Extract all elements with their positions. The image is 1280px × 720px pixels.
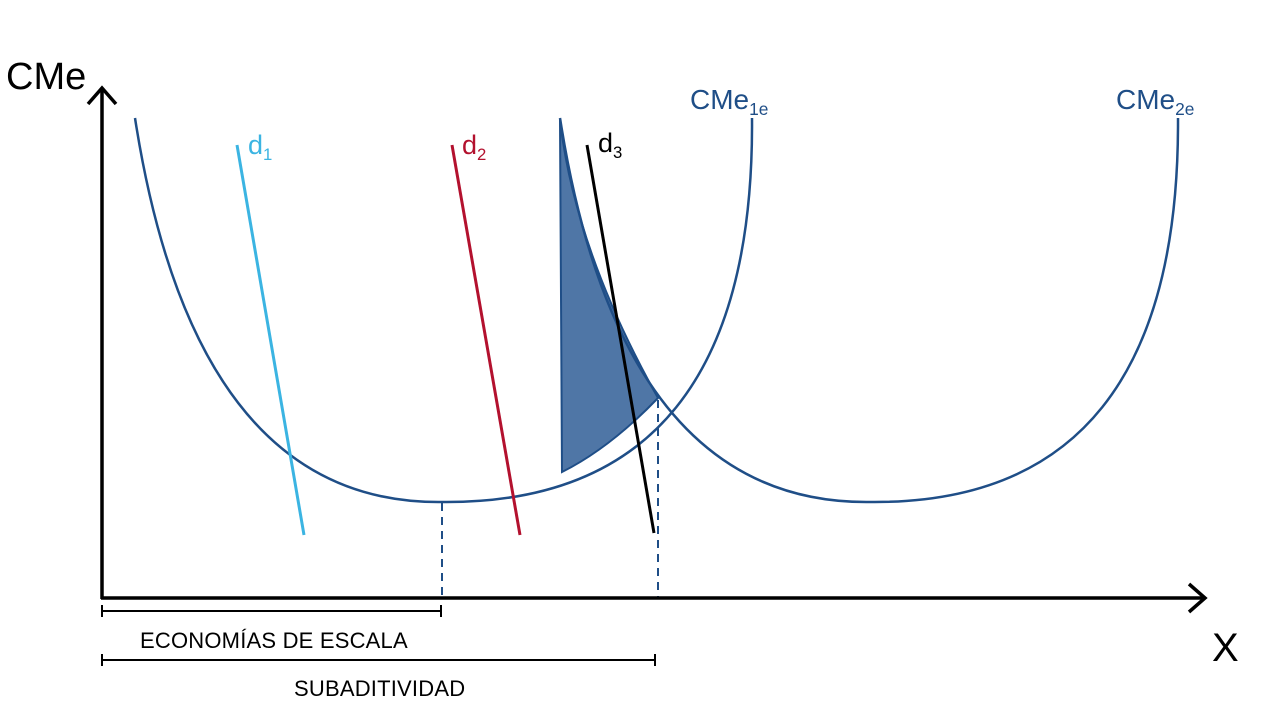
subadditivity-label: SUBADITIVIDAD: [294, 676, 466, 701]
average-cost-curve-2-label: CMe2e: [1116, 84, 1195, 120]
average-cost-curve-1: [133, 117, 754, 504]
average-cost-curve-1-label: CMe1e: [690, 84, 769, 120]
x-axis-label: X: [1212, 626, 1239, 670]
demand-line-d2: [450, 144, 522, 536]
economies-of-scale-label: ECONOMÍAS DE ESCALA: [140, 628, 408, 653]
x-axis-arrowhead: [1187, 582, 1208, 614]
demand-line-d3: [585, 144, 656, 534]
average-cost-curve-2: [558, 117, 1180, 504]
y-axis-arrowhead: [86, 85, 118, 106]
demand-line-d2-label: d2: [462, 130, 487, 164]
demand-line-d1: [235, 144, 306, 536]
subadditivity-shaded-region: [559, 119, 660, 474]
demand-line-d1-label: d1: [248, 130, 273, 164]
y-axis-label: CMe: [6, 56, 87, 98]
demand-line-d3-label: d3: [598, 128, 623, 162]
